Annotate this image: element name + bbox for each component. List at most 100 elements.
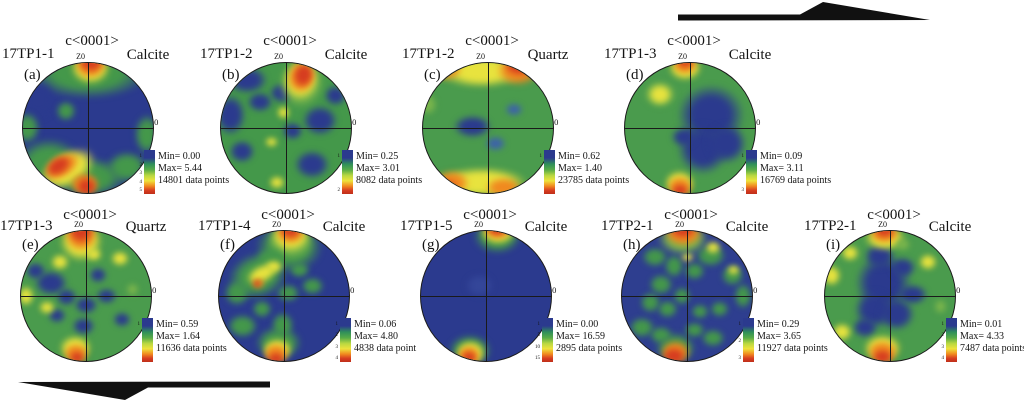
shear-sense-arrow-bottom-left-icon <box>18 381 270 400</box>
colorbar-tick: 3 <box>741 188 745 193</box>
density-blob <box>452 115 492 139</box>
density-blob <box>224 280 251 307</box>
density-blob <box>88 267 107 283</box>
legend-points: 16769 data points <box>760 175 832 186</box>
z-axis-label: Z0 <box>678 52 687 61</box>
sample-label: 17TP2-1 <box>804 218 857 234</box>
density-blob <box>265 137 279 148</box>
legend-points: 23785 data points <box>558 175 630 186</box>
density-blob <box>278 231 303 239</box>
density-blob <box>504 103 524 117</box>
legend-points: 11636 data points <box>156 343 227 354</box>
mineral-label: Calcite <box>324 47 368 63</box>
colorbar-tick: 1 <box>335 322 339 327</box>
legend-min: Min= 0.25 <box>356 151 399 162</box>
density-blob <box>247 91 273 113</box>
density-blob <box>485 135 507 152</box>
density-blob <box>670 183 689 193</box>
density-blob <box>628 316 655 338</box>
legend-max: Max= 4.33 <box>960 331 1004 342</box>
density-blob <box>684 322 706 338</box>
density-blob <box>39 301 55 315</box>
crosshair-vertical <box>487 63 489 193</box>
colorbar-tick: 1 <box>941 322 945 327</box>
density-blob <box>485 177 522 193</box>
legend-min: Min= 0.01 <box>960 319 1003 330</box>
pole-figure-circle <box>422 62 554 194</box>
panel-letter: (g) <box>422 237 440 253</box>
density-blob <box>76 177 98 193</box>
density-blob <box>663 254 685 278</box>
crystal-axis-label: c<0001> <box>261 207 315 223</box>
pole-figure-circle <box>624 62 756 194</box>
legend-max: Max= 3.01 <box>356 163 400 174</box>
crosshair-vertical <box>283 231 285 361</box>
pole-figure-circle <box>218 230 350 362</box>
density-blob <box>282 121 303 140</box>
density-blob <box>423 94 438 115</box>
colorbar-tick: 1 <box>139 154 143 159</box>
colorbar-tick: 4 <box>941 356 945 361</box>
legend-min: Min= 0.00 <box>556 319 599 330</box>
mineral-label: Calcite <box>322 219 366 235</box>
density-blob <box>871 349 893 361</box>
density-blob <box>221 94 246 136</box>
colorbar-tick: 4 <box>335 356 339 361</box>
legend-min: Min= 0.00 <box>158 151 201 162</box>
legend-max: Max= 16.59 <box>556 331 605 342</box>
colorbar <box>946 318 957 362</box>
density-blob <box>69 350 85 361</box>
colorbar <box>342 150 353 194</box>
colorbar-tick: 15 <box>535 356 540 361</box>
colorbar <box>743 318 754 362</box>
density-blob <box>50 254 70 270</box>
colorbar-tick: 4 <box>139 179 143 185</box>
crystal-axis-label: c<0001> <box>63 207 117 223</box>
legend-points: 8082 data points <box>356 175 423 186</box>
colorbar-tick: 1 <box>539 154 543 159</box>
crystal-axis-label: c<0001> <box>463 207 517 223</box>
crystal-axis-label: c<0001> <box>263 33 317 49</box>
legend-points: 2895 data points <box>556 343 623 354</box>
crosshair-vertical <box>889 231 891 361</box>
sample-label: 17TP1-4 <box>198 218 251 234</box>
pole-figure-circle <box>22 62 154 194</box>
pole-figure-circle <box>20 230 152 362</box>
density-blob <box>269 176 285 190</box>
mineral-label: Calcite <box>524 219 568 235</box>
density-blob <box>675 63 694 69</box>
legend-points: 11927 data points <box>757 343 828 354</box>
legend-max: Max= 1.40 <box>558 163 602 174</box>
colorbar-tick: 2 <box>941 333 945 339</box>
z-axis-label: Z0 <box>74 220 83 229</box>
density-blob <box>226 65 268 95</box>
colorbar-tick: 3 <box>738 356 742 361</box>
density-blob <box>649 273 673 295</box>
colorbar-tick: 1 <box>738 322 742 327</box>
crystal-axis-label: c<0001> <box>867 207 921 223</box>
colorbar-tick: 5 <box>537 333 541 339</box>
density-blob <box>503 63 535 76</box>
density-blob <box>890 257 916 278</box>
sample-label: 17TP1-3 <box>604 46 657 62</box>
density-blob <box>896 284 928 306</box>
density-blob <box>264 259 283 273</box>
panel-letter: (h) <box>623 237 641 253</box>
density-blob <box>228 139 255 164</box>
pole-figure-circle <box>824 230 956 362</box>
sample-label: 17TP1-2 <box>200 46 253 62</box>
density-blob <box>67 231 94 244</box>
colorbar-tick: 1 <box>137 322 141 327</box>
density-blob <box>705 241 721 255</box>
z-axis-label: Z0 <box>272 220 281 229</box>
colorbar-tick: 1 <box>741 154 745 159</box>
density-blob <box>55 100 77 122</box>
density-blob <box>825 264 841 286</box>
density-blob <box>701 328 725 347</box>
density-blob <box>668 231 698 239</box>
density-blob <box>895 237 911 251</box>
density-blob <box>874 231 896 238</box>
density-blob <box>77 63 104 74</box>
